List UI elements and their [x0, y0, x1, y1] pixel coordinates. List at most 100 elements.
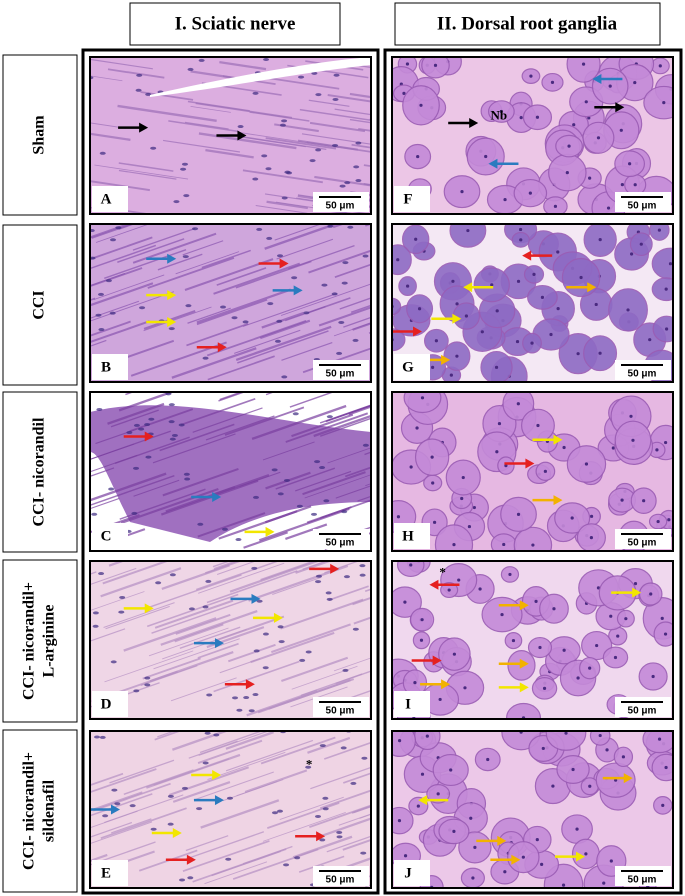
fiber: [342, 772, 371, 784]
nucleus: [98, 572, 105, 576]
fiber: [206, 570, 298, 604]
scale-label: 50 μm: [628, 369, 657, 380]
nucleolus: [419, 638, 424, 642]
fiber: [313, 414, 371, 438]
nucleus: [361, 756, 368, 760]
fiber: [199, 731, 264, 754]
fiber: [90, 454, 138, 473]
fiber: [327, 447, 371, 464]
micrograph: [90, 57, 371, 214]
fiber: [338, 813, 371, 826]
arrow-head: [251, 593, 261, 604]
nucleolus: [628, 162, 632, 166]
nucleolus: [452, 543, 456, 547]
nucleus: [181, 162, 188, 166]
neuron: [392, 586, 422, 618]
nucleolus: [511, 638, 516, 643]
fiber: [143, 306, 212, 332]
nucleus: [196, 807, 203, 811]
fiber: [325, 404, 371, 423]
nucleolus: [529, 74, 533, 78]
row-label: L-arginine: [41, 605, 58, 678]
arrow-head: [452, 313, 462, 324]
nucleolus: [466, 228, 470, 233]
arrow-head: [139, 122, 149, 133]
fiber: [344, 466, 371, 478]
nucleus: [327, 224, 334, 228]
nucleus: [165, 392, 172, 396]
nucleus: [90, 229, 95, 233]
nucleus: [283, 478, 290, 482]
nucleolus: [464, 314, 468, 318]
nucleus: [271, 468, 278, 472]
fiber: [353, 616, 371, 625]
fiber: [90, 236, 153, 260]
arrow-head: [488, 158, 498, 169]
fiber: [288, 245, 355, 270]
panel-border: [391, 560, 674, 720]
fiber: [358, 64, 371, 69]
nucleus: [263, 58, 270, 62]
fiber: [213, 561, 240, 570]
scale-label: 50 μm: [628, 875, 657, 886]
nucleus: [315, 814, 322, 818]
fiber: [308, 99, 350, 107]
nucleolus: [535, 838, 539, 842]
fiber: [281, 656, 349, 683]
nucleus: [321, 283, 328, 287]
nucleus: [150, 827, 157, 831]
nucleolus: [565, 170, 569, 175]
nucleus: [333, 73, 340, 77]
fiber: [90, 768, 157, 794]
nucleolus: [561, 883, 566, 887]
fiber: [90, 810, 138, 829]
nucleus: [133, 466, 140, 470]
fiber: [216, 267, 267, 286]
nucleolus: [403, 600, 407, 604]
fiber: [225, 731, 274, 750]
column-frame: [383, 48, 683, 895]
micrograph: [90, 731, 371, 888]
arrow-head: [553, 495, 563, 506]
nucleolus: [503, 197, 507, 202]
fiber: [227, 643, 276, 663]
nucleus: [220, 305, 227, 309]
nucleolus: [469, 816, 473, 820]
fiber: [188, 740, 238, 759]
fiber: [205, 148, 254, 159]
nucleus: [261, 154, 268, 158]
nucleus: [347, 225, 354, 229]
row-label: CCI- nicorandil+: [21, 752, 38, 870]
nucleus: [325, 591, 332, 595]
nucleolus: [609, 614, 613, 618]
fiber: [162, 139, 241, 153]
fiber: [90, 475, 175, 507]
nucleolus: [595, 643, 599, 648]
fiber: [262, 441, 315, 461]
nucleus: [111, 788, 118, 792]
fiber: [185, 835, 229, 852]
nucleus: [99, 735, 106, 739]
nucleolus: [530, 341, 534, 345]
nucleus: [271, 811, 278, 815]
column-header: II. Dorsal root ganglia: [437, 13, 618, 34]
nucleolus: [433, 63, 438, 67]
nucleus: [108, 487, 115, 491]
nucleus: [299, 658, 306, 662]
fiber: [213, 660, 300, 693]
nucleolus: [432, 520, 437, 524]
fiber: [349, 92, 371, 99]
nucleolus: [436, 792, 440, 796]
arrow-head: [214, 638, 224, 649]
nucleus: [145, 455, 152, 459]
nucleolus: [471, 876, 475, 880]
fiber: [201, 249, 251, 269]
arrow-head: [441, 679, 451, 690]
nucleolus: [495, 309, 499, 313]
nucleolus: [416, 804, 420, 808]
nucleus: [92, 624, 99, 628]
nucleus: [144, 683, 151, 687]
nucleus: [92, 611, 99, 615]
nucleolus: [409, 465, 413, 469]
fiber: [90, 320, 131, 337]
